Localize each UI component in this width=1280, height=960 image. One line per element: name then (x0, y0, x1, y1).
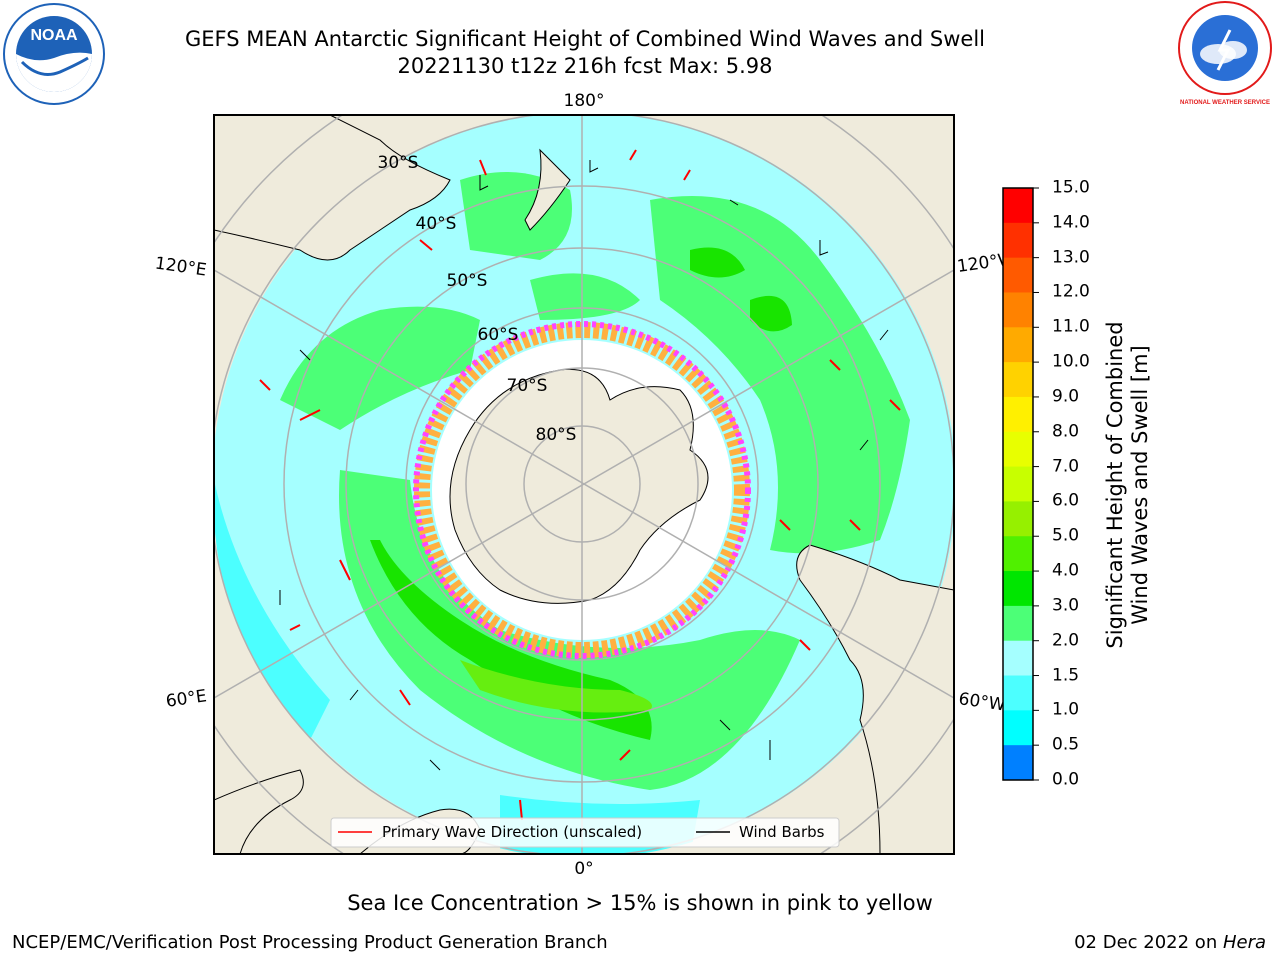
colorbar-tick-label: 9.0 (1052, 386, 1080, 407)
wave-band-1.5-2m (214, 480, 330, 760)
lon-label-180: 180° (564, 91, 605, 111)
colorbar-tick-label: 10.0 (1052, 351, 1090, 372)
wind-barbs (279, 160, 889, 771)
lat-label-70s: 70°S (507, 376, 548, 396)
colorbar-tick-label: 3.0 (1052, 595, 1080, 616)
colorbar-segment (1003, 640, 1033, 677)
colorbar-tick-label: 4.0 (1052, 560, 1080, 581)
footer-branch: NCEP/EMC/Verification Post Processing Pr… (12, 932, 608, 953)
south-america (796, 544, 954, 854)
colorbar-segment (1003, 188, 1033, 224)
colorbar-tick-label: 2.0 (1052, 630, 1080, 651)
footer-date: 02 Dec 2022 on Hera (1074, 932, 1266, 953)
colorbar-segment (1003, 675, 1033, 711)
lat-label-40s: 40°S (416, 214, 457, 234)
new-zealand (524, 148, 571, 231)
nws-logo-text: NATIONAL WEATHER SERVICE (1180, 100, 1270, 106)
colorbar-segment (1003, 327, 1033, 363)
colorbar-segment (1003, 257, 1033, 293)
graticule (214, 115, 954, 854)
colorbar-segment (1003, 431, 1033, 468)
lat-label-30s: 30°S (378, 153, 419, 173)
colorbar-segment (1003, 571, 1033, 607)
colorbar-segment (1003, 466, 1033, 502)
wave-band-3-4m (650, 196, 910, 554)
colorbar (1003, 187, 1039, 781)
colorbar-tick-label: 1.5 (1052, 665, 1080, 686)
colorbar-tick-label: 14.0 (1052, 212, 1090, 233)
lat-label-80s: 80°S (536, 425, 577, 445)
lon-label-0: 0° (574, 859, 593, 879)
footer-host: Hera (1222, 932, 1266, 953)
map-frame (213, 114, 955, 855)
colorbar-segment (1003, 222, 1033, 259)
colorbar-segment (1003, 536, 1033, 572)
sea-ice-pink (413, 321, 751, 659)
colorbar-tick-label: 1.0 (1052, 699, 1080, 720)
australia (214, 115, 451, 261)
wave-band-3-4m (530, 273, 640, 320)
colorbar-label-line2: Wind Waves and Swell [m] (1128, 345, 1152, 625)
colorbar-tick-label: 8.0 (1052, 421, 1080, 442)
wave-band-4-5m (750, 295, 792, 332)
lon-label-60w: 60°W (957, 689, 1006, 715)
colorbar-segment (1003, 501, 1033, 537)
colorbar-tick-label: 12.0 (1052, 281, 1090, 302)
colorbar-segment (1003, 605, 1033, 642)
legend-wave-label: Primary Wave Direction (unscaled) (382, 823, 642, 841)
colorbar-tick-label: 13.0 (1052, 247, 1090, 268)
colorbar-tick-label: 5.0 (1052, 525, 1080, 546)
madagascar-africa (214, 769, 304, 854)
legend-barb-label: Wind Barbs (739, 823, 825, 841)
wave-direction-arrows (259, 149, 901, 821)
lat-label-50s: 50°S (447, 271, 488, 291)
lon-label-60e: 60°E (165, 686, 208, 711)
colorbar-tick-label: 0.0 (1052, 769, 1080, 790)
sea-ice-caption: Sea Ice Concentration > 15% is shown in … (347, 891, 933, 915)
colorbar-tick-label: 6.0 (1052, 490, 1080, 511)
colorbar-tick-label: 7.0 (1052, 456, 1080, 477)
colorbar-label-line1: Significant Height of Combined (1103, 321, 1127, 649)
chart-subtitle: 20221130 t12z 216h fcst Max: 5.98 (397, 54, 773, 78)
noaa-logo-text: NOAA (30, 27, 78, 44)
colorbar-segment (1003, 710, 1033, 746)
chart-title: GEFS MEAN Antarctic Significant Height o… (184, 27, 986, 51)
lon-label-120e: 120°E (154, 254, 208, 281)
sea-ice-orange (414, 322, 750, 658)
noaa-logo: NOAA (3, 3, 105, 105)
lat-label-60s: 60°S (478, 325, 519, 345)
wave-band-4-5m (690, 247, 745, 278)
colorbar-tick-label: 0.5 (1052, 734, 1080, 755)
colorbar-segment (1003, 745, 1033, 781)
colorbar-segment (1003, 292, 1033, 328)
legend: Primary Wave Direction (unscaled) Wind B… (330, 817, 840, 848)
colorbar-segment (1003, 396, 1033, 433)
colorbar-tick-label: 11.0 (1052, 316, 1090, 337)
wave-band-3-4m (339, 470, 800, 790)
wave-band-5-6m (460, 660, 652, 713)
nws-logo: NATIONAL WEATHER SERVICE (1178, 1, 1272, 106)
colorbar-frame (1002, 187, 1034, 781)
colorbar-segment (1003, 362, 1033, 398)
footer-date-text: 02 Dec 2022 on (1074, 932, 1223, 953)
colorbar-tick-label: 15.0 (1052, 177, 1090, 198)
